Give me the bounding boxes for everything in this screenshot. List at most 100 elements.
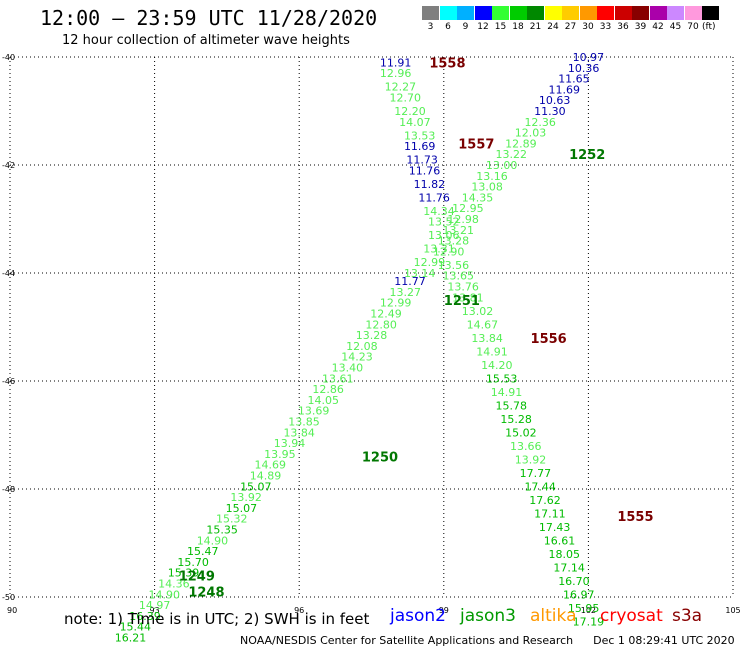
wave-height-value: 14.90	[148, 588, 180, 601]
track-label: 1251	[444, 294, 480, 309]
legend-swatch	[649, 6, 667, 20]
wave-height-value: 12.70	[389, 92, 421, 105]
satellite-cryosat: cryosat	[600, 606, 663, 626]
wave-height-value: 11.65	[558, 73, 590, 86]
wave-height-value: 13.52	[428, 216, 460, 229]
legend-swatch	[544, 6, 562, 20]
wave-height-value: 17.19	[573, 615, 605, 628]
x-tick-label: 90	[7, 606, 17, 615]
wave-height-value: 12.27	[385, 81, 417, 94]
wave-height-value: 11.76	[409, 164, 441, 177]
legend-swatch	[562, 6, 579, 20]
wave-height-value: 13.92	[230, 491, 262, 504]
wave-height-value: 14.91	[491, 386, 523, 399]
legend-swatch	[509, 6, 527, 20]
legend-swatch	[667, 6, 684, 20]
wave-height-value: 13.85	[288, 416, 320, 429]
chart-title: 12:00 – 23:59 UTC 11/28/2020	[40, 6, 378, 30]
wave-height-value: 16.61	[544, 534, 576, 547]
wave-height-value: 15.53	[486, 372, 518, 385]
y-tick-label: -44	[2, 269, 15, 278]
satellite-altika: altika	[530, 606, 577, 626]
wave-height-value: 14.89	[250, 470, 282, 483]
wave-height-value: 15.28	[500, 413, 532, 426]
wave-height-value: 11.77	[394, 275, 426, 288]
wave-height-value: 12.90	[433, 245, 465, 258]
track-label: 1556	[531, 332, 567, 347]
legend-swatch	[457, 6, 474, 20]
wave-height-value: 13.69	[298, 405, 330, 418]
x-tick-label: 99	[439, 606, 449, 615]
wave-height-value: 15.70	[177, 556, 209, 569]
legend-swatch	[684, 6, 702, 20]
chart-subtitle: 12 hour collection of altimeter wave hei…	[62, 33, 350, 48]
wave-height-value: 13.27	[389, 286, 421, 299]
wave-height-value: 13.53	[404, 129, 436, 142]
wave-height-value: 14.23	[341, 351, 373, 364]
wave-height-value: 14.34	[423, 205, 455, 218]
legend-swatch	[422, 6, 439, 20]
wave-height-value: 17.44	[524, 480, 556, 493]
legend-swatch	[614, 6, 632, 20]
wave-height-value: 14.91	[476, 345, 508, 358]
track-label: 1252	[569, 148, 605, 163]
wave-height-value: 12.86	[312, 383, 344, 396]
legend-unit: (ft)	[702, 22, 716, 32]
legend-label: 3	[427, 22, 434, 32]
y-tick-label: -46	[2, 377, 15, 386]
wave-height-value: 15.95	[568, 602, 600, 615]
wave-height-value: 10.97	[573, 51, 605, 64]
satellite-s3a: s3a	[672, 606, 703, 626]
wave-height-value: 11.82	[414, 178, 446, 191]
wave-height-value: 10.36	[568, 62, 600, 75]
legend-swatch	[492, 6, 509, 20]
legend-swatch	[527, 6, 544, 20]
legend-label: 24	[547, 22, 559, 32]
wave-height-value: 12.99	[414, 256, 446, 269]
wave-height-value: 13.21	[443, 224, 475, 237]
track-label: 1248	[188, 586, 224, 601]
wave-height-value: 13.76	[447, 281, 479, 294]
satellite-jason2: jason2	[390, 606, 446, 626]
wave-height-value: 15.07	[226, 502, 258, 515]
wave-height-value: 11.91	[380, 56, 412, 69]
legend-label: 18	[512, 22, 524, 32]
wave-height-value: 13.92	[515, 453, 547, 466]
wave-height-value: 10.63	[539, 94, 571, 107]
wave-height-value: 17.77	[520, 467, 552, 480]
legend-swatch	[439, 6, 457, 20]
track-label: 1249	[179, 569, 215, 584]
wave-height-value: 15.35	[206, 524, 238, 537]
wave-height-value: 13.84	[283, 426, 315, 439]
wave-height-value: 13.65	[443, 270, 475, 283]
legend-label: 12	[477, 22, 489, 32]
wave-height-value: 11.76	[418, 191, 450, 204]
wave-height-value: 13.94	[274, 437, 306, 450]
wave-height-value: 13.14	[404, 267, 436, 280]
wave-height-value: 14.05	[308, 394, 340, 407]
x-tick-label: 105	[725, 606, 740, 615]
footer-credit: NOAA/NESDIS Center for Satellite Applica…	[240, 634, 574, 647]
wave-height-value: 13.16	[476, 170, 508, 183]
wave-height-value: 13.66	[510, 440, 542, 453]
note-text: note: 1) Time is in UTC; 2) SWH is in fe…	[64, 610, 370, 628]
wave-height-value: 14.97	[139, 599, 171, 612]
wave-height-value: 16.70	[558, 575, 590, 588]
wave-height-value: 15.32	[216, 513, 248, 526]
legend-label: 30	[582, 22, 594, 32]
wave-height-value: 13.22	[496, 148, 528, 161]
wave-height-value: 17.11	[534, 507, 566, 520]
legend-swatch	[597, 6, 614, 20]
wave-height-value: 14.07	[399, 116, 431, 129]
wave-height-value: 15.39	[168, 567, 200, 580]
x-tick-label: 93	[150, 606, 160, 615]
wave-height-value: 17.43	[539, 521, 571, 534]
legend-swatch	[702, 6, 719, 20]
track-label: 1558	[429, 56, 465, 71]
wave-height-value: 12.20	[394, 105, 426, 118]
wave-height-value: 15.78	[496, 399, 528, 412]
wave-height-value: 13.02	[462, 305, 494, 318]
legend-swatch	[579, 6, 597, 20]
wave-height-value: 16.39	[129, 610, 161, 623]
